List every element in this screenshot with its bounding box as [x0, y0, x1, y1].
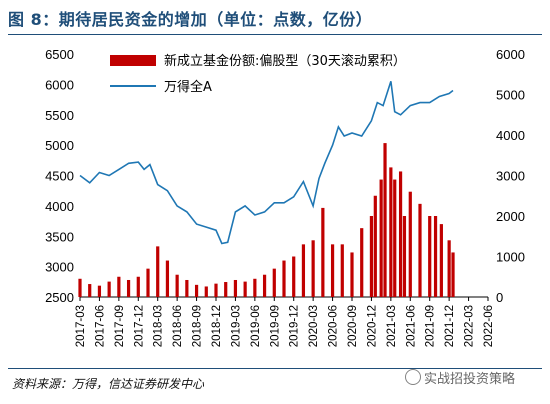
bar-mark — [214, 283, 218, 297]
x-tick-label: 2017-03 — [75, 305, 87, 347]
left-tick-label: 5500 — [45, 108, 74, 123]
legend-label-bar: 新成立基金份额:偏股型（30天滚动累积） — [164, 53, 406, 69]
bar-mark — [97, 285, 102, 297]
x-tick-label: 2018-03 — [153, 305, 165, 347]
x-tick-label: 2021-09 — [425, 305, 437, 347]
source-note: 资料来源：万得，信达证券研发中心 — [12, 377, 205, 391]
right-tick-label: 3000 — [496, 169, 525, 184]
bar-mark — [428, 216, 432, 297]
bar-mark — [224, 282, 228, 297]
x-tick-label: 2020-06 — [328, 305, 340, 347]
x-tick-label: 2021-12 — [444, 305, 456, 347]
bar-mark — [282, 260, 286, 297]
x-tick-label: 2018-09 — [192, 305, 204, 347]
bar-mark — [408, 191, 412, 297]
x-tick-label: 2019-12 — [289, 305, 301, 347]
bar-mark — [243, 281, 247, 297]
bar-mark — [369, 216, 374, 297]
chart-title: 图 8：期待居民资金的增加（单位：点数，亿份） — [8, 10, 373, 29]
bar-mark — [262, 274, 267, 297]
left-tick-label: 3000 — [45, 260, 74, 275]
bar-mark — [379, 179, 383, 297]
x-tick-label: 2017-06 — [94, 305, 106, 347]
x-tick-label: 2017-09 — [114, 305, 126, 347]
bar-mark — [136, 276, 140, 297]
bar-mark — [350, 252, 354, 297]
bar-mark — [117, 276, 121, 297]
bar-mark — [88, 284, 92, 297]
x-tick-label: 2020-03 — [308, 305, 320, 347]
watermark: 实战招投资策略 — [405, 368, 515, 387]
left-tick-label: 2500 — [45, 290, 74, 305]
right-tick-label: 0 — [496, 290, 503, 305]
x-tick-label: 2018-06 — [172, 305, 184, 347]
left-tick-label: 4000 — [45, 199, 74, 214]
x-tick-label: 2017-12 — [133, 305, 145, 347]
watermark-text: 实战招投资策略 — [424, 372, 516, 387]
bar-mark — [126, 279, 131, 297]
bar-mark — [253, 278, 257, 297]
footer-divider — [8, 368, 542, 369]
bar-mark — [156, 246, 160, 297]
bar-mark — [389, 167, 393, 297]
bar-mark — [373, 195, 377, 297]
left-tick-label: 5000 — [45, 138, 74, 153]
x-tick-label: 2020-09 — [347, 305, 359, 347]
bar-mark — [78, 278, 82, 297]
bar-mark — [402, 216, 407, 297]
right-tick-label: 1000 — [496, 250, 525, 265]
right-tick-label: 6000 — [496, 47, 525, 62]
chart-title-bar: 图 8：期待居民资金的增加（单位：点数，亿份） — [8, 6, 542, 35]
bar-mark — [185, 279, 189, 297]
bar-mark — [107, 281, 111, 297]
bar-mark — [383, 143, 387, 297]
left-tick-label: 4500 — [45, 169, 74, 184]
legend-label-line: 万得全A — [164, 79, 212, 95]
left-tick-label: 6500 — [45, 47, 74, 62]
x-tick-label: 2021-03 — [386, 305, 398, 347]
bar-mark — [321, 207, 325, 297]
bar-mark — [393, 179, 397, 297]
x-tick-label: 2018-12 — [211, 305, 223, 347]
right-tick-label: 5000 — [496, 88, 525, 103]
left-tick-label: 3500 — [45, 229, 74, 244]
bar-mark — [360, 228, 364, 297]
left-tick-label: 6000 — [45, 77, 74, 92]
x-tick-label: 2022-03 — [464, 305, 476, 347]
x-tick-label: 2019-06 — [250, 305, 262, 347]
bar-mark — [292, 256, 296, 297]
x-tick-label: 2019-03 — [230, 305, 242, 347]
x-tick-label: 2019-09 — [269, 305, 281, 347]
watermark-logo-icon — [405, 369, 421, 385]
bar-mark — [194, 284, 199, 297]
bar-mark — [418, 203, 422, 297]
bar-mark — [146, 268, 150, 297]
bar-mark — [272, 268, 276, 297]
bar-mark — [398, 171, 403, 297]
bar-mark — [311, 240, 315, 297]
bar-mark — [340, 244, 344, 297]
legend-swatch-bar — [110, 55, 156, 66]
bar-mark — [447, 240, 451, 297]
x-tick-label: 2020-12 — [366, 305, 378, 347]
series-line-wind-a — [79, 81, 454, 245]
bar-mark — [233, 279, 238, 297]
right-tick-label: 4000 — [496, 128, 525, 143]
right-tick-label: 2000 — [496, 209, 525, 224]
x-tick-label: 2022-06 — [483, 305, 495, 347]
bar-mark — [204, 286, 208, 297]
bar-mark — [433, 216, 438, 297]
bar-mark — [175, 274, 179, 297]
x-tick-label: 2021-06 — [405, 305, 417, 347]
bar-mark — [451, 252, 455, 297]
bar-mark — [165, 260, 170, 297]
bar-mark — [301, 244, 306, 297]
bar-mark — [439, 224, 443, 297]
bar-mark — [330, 244, 335, 297]
